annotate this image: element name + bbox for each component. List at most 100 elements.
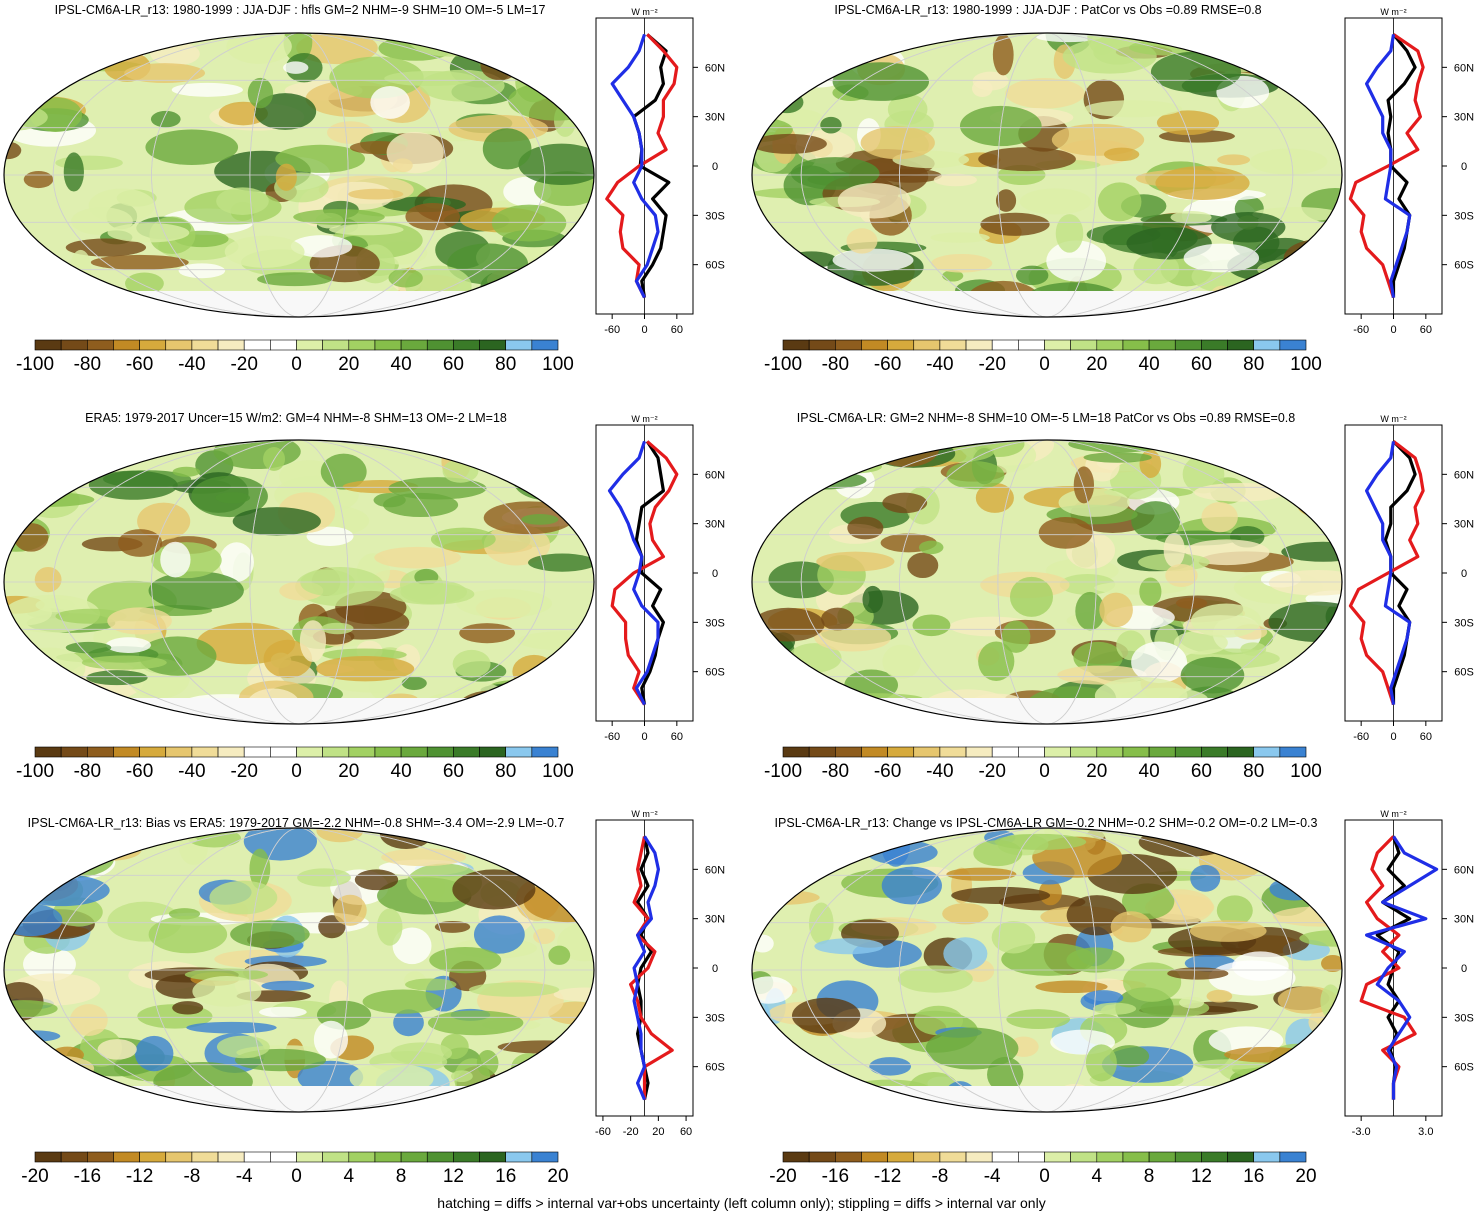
graticule-lon [899,33,1195,317]
map-blob [216,1035,270,1059]
panel-1: IPSL-CM6A-LR_r13: 1980-1999 : JJA-DJF : … [3,3,725,375]
colorbar-tick-label: 80 [495,761,516,782]
map-blob [854,33,888,56]
zonal-mean-panel: 60N 30N 0 30S 60S -3.0 3.0 W m⁻² [1344,809,1474,1138]
map-blob [257,272,332,287]
map-blob [563,44,594,65]
colorbar-box [834,339,862,351]
map-blob [374,546,461,569]
map-blob [858,33,883,51]
map-blob [405,715,494,724]
map-blob [1274,705,1332,716]
x-tick-label: 0 [641,324,647,336]
map-blob [30,440,84,462]
map-blob [19,450,92,478]
map-blob [405,978,457,991]
map-blob [97,1092,129,1112]
colorbar-box [1070,746,1098,758]
map-blob [882,644,921,679]
colorbar-box [834,1151,862,1163]
map-blob [1083,100,1183,118]
map-blob [215,492,251,504]
map-blob [752,258,819,283]
map-blob [752,680,776,718]
map-blob [401,676,427,690]
colorbar-box [426,339,454,351]
map-blob [124,63,206,83]
map-blob [862,585,884,614]
map-outline [3,827,595,1113]
colorbar-box [348,746,376,758]
map-blob [1163,532,1185,568]
colorbar-box [965,339,993,351]
colorbar-tick-label: -80 [822,761,849,782]
map-blob [65,641,112,654]
map-blob [820,116,842,134]
map-blob [1151,33,1214,39]
colorbar-tick-label: 80 [495,354,516,375]
x-tick-label: 0 [1390,731,1396,743]
map-blob [758,667,792,681]
map-blob [1155,166,1250,201]
map-blob [881,866,942,905]
map-blob [508,448,555,480]
map-blob [800,440,852,468]
map-blob [406,33,493,57]
map-blob [81,655,167,670]
colorbar-tick-label: -8 [931,1166,948,1187]
colorbar-box [1148,1151,1176,1163]
map-blob [1001,620,1031,653]
map-blob [1321,955,1342,972]
zonal-mean-panel: 60N 30N 0 30S 60S -60 0 60 W m⁻² [1344,7,1474,336]
colorbar-box [217,339,245,351]
map-blob [1303,1088,1342,1112]
map-blob [1280,449,1342,477]
y-tick-label: 30S [705,210,725,222]
map-blob [837,183,911,219]
x-tick-label: -60 [595,1126,611,1138]
zonal-line-model [634,440,666,705]
graticule-lon [249,828,349,1112]
map-blob [873,440,940,468]
map-blob [348,188,404,200]
map-blob [97,1039,137,1060]
colorbar-box [1174,339,1202,351]
map-blob [777,1059,802,1083]
map-blob [814,623,892,652]
map-blob [22,1055,95,1082]
y-tick-label: 60N [705,62,725,74]
map-blob [768,1078,838,1112]
map-blob [1311,71,1342,110]
map-blob [213,440,301,470]
map-blob [1099,592,1133,628]
antarctic-band [4,698,594,724]
map-blob [752,440,789,478]
colorbar-box [296,339,323,351]
colorbar-tick-label: 20 [1086,761,1107,782]
colorbar: -100 -80 -60 -40 -20 0 20 40 60 80 100 [764,746,1322,782]
map-blob [275,163,297,191]
map-blob [1175,597,1208,609]
colorbar-box [139,1151,167,1163]
map-blob [816,294,908,317]
colorbar-tick-label: -16 [822,1166,849,1187]
map-blob [447,243,529,285]
zonal-mean-panel: 60N 30N 0 30S 60S -60 0 60 W m⁻² [595,414,725,743]
map-blob [942,903,989,925]
colorbar-box [217,1151,245,1163]
colorbar-box [1174,746,1202,758]
map-blob [35,598,75,613]
colorbar-tick-label: -80 [822,354,849,375]
panel-title: IPSL-CM6A-LR_r13: Change vs IPSL-CM6A-LR… [775,816,1318,830]
map-outline [751,439,1343,725]
graticule-lon [151,828,447,1112]
colorbar-tick-label: 60 [1191,354,1212,375]
panel-title: ERA5: 1979-2017 Uncer=15 W/m2: GM=4 NHM=… [85,411,507,425]
map-blob [551,677,594,707]
colorbar-box [34,1151,62,1163]
map-blob [571,630,594,658]
map-blob [496,296,539,313]
map-blob [866,840,938,865]
x-tick-label: -60 [1353,731,1369,743]
